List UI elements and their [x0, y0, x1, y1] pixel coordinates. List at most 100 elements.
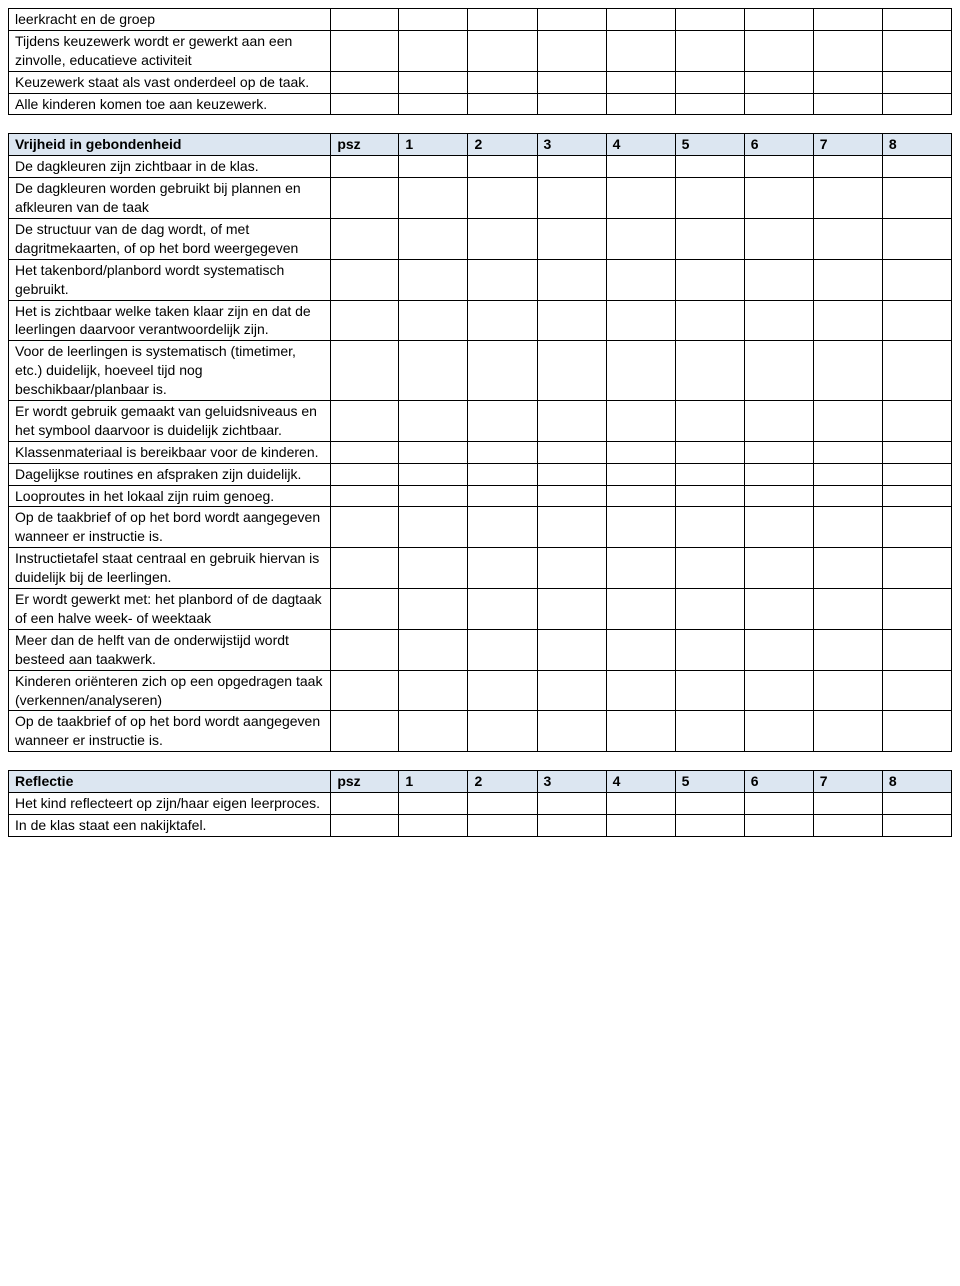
cell[interactable]: [675, 9, 744, 31]
cell[interactable]: [675, 93, 744, 115]
cell[interactable]: [813, 300, 882, 341]
cell[interactable]: [606, 711, 675, 752]
cell[interactable]: [744, 401, 813, 442]
cell[interactable]: [537, 93, 606, 115]
cell[interactable]: [537, 507, 606, 548]
cell[interactable]: [468, 463, 537, 485]
cell[interactable]: [331, 156, 399, 178]
cell[interactable]: [675, 259, 744, 300]
cell[interactable]: [537, 670, 606, 711]
cell[interactable]: [606, 463, 675, 485]
cell[interactable]: [468, 589, 537, 630]
cell[interactable]: [399, 629, 468, 670]
cell[interactable]: [882, 219, 951, 260]
cell[interactable]: [882, 670, 951, 711]
cell[interactable]: [813, 9, 882, 31]
cell[interactable]: [813, 441, 882, 463]
cell[interactable]: [813, 401, 882, 442]
cell[interactable]: [537, 463, 606, 485]
cell[interactable]: [399, 670, 468, 711]
cell[interactable]: [399, 219, 468, 260]
cell[interactable]: [537, 441, 606, 463]
cell[interactable]: [399, 93, 468, 115]
cell[interactable]: [468, 629, 537, 670]
cell[interactable]: [882, 629, 951, 670]
cell[interactable]: [813, 793, 882, 815]
cell[interactable]: [399, 259, 468, 300]
cell[interactable]: [813, 156, 882, 178]
cell[interactable]: [813, 548, 882, 589]
cell[interactable]: [744, 71, 813, 93]
cell[interactable]: [675, 156, 744, 178]
cell[interactable]: [882, 30, 951, 71]
cell[interactable]: [537, 300, 606, 341]
cell[interactable]: [675, 178, 744, 219]
cell[interactable]: [606, 793, 675, 815]
cell[interactable]: [606, 548, 675, 589]
cell[interactable]: [468, 71, 537, 93]
cell[interactable]: [331, 629, 399, 670]
cell[interactable]: [882, 178, 951, 219]
cell[interactable]: [882, 401, 951, 442]
cell[interactable]: [882, 548, 951, 589]
cell[interactable]: [675, 219, 744, 260]
cell[interactable]: [606, 93, 675, 115]
cell[interactable]: [399, 300, 468, 341]
cell[interactable]: [468, 441, 537, 463]
cell[interactable]: [331, 589, 399, 630]
cell[interactable]: [537, 629, 606, 670]
cell[interactable]: [882, 341, 951, 401]
cell[interactable]: [606, 507, 675, 548]
cell[interactable]: [537, 30, 606, 71]
cell[interactable]: [744, 507, 813, 548]
cell[interactable]: [537, 71, 606, 93]
cell[interactable]: [331, 30, 399, 71]
cell[interactable]: [675, 711, 744, 752]
cell[interactable]: [468, 507, 537, 548]
cell[interactable]: [882, 485, 951, 507]
cell[interactable]: [399, 441, 468, 463]
cell[interactable]: [744, 711, 813, 752]
cell[interactable]: [399, 814, 468, 836]
cell[interactable]: [331, 259, 399, 300]
cell[interactable]: [468, 93, 537, 115]
cell[interactable]: [331, 71, 399, 93]
cell[interactable]: [675, 814, 744, 836]
cell[interactable]: [606, 441, 675, 463]
cell[interactable]: [813, 463, 882, 485]
cell[interactable]: [813, 629, 882, 670]
cell[interactable]: [537, 156, 606, 178]
cell[interactable]: [468, 30, 537, 71]
cell[interactable]: [537, 711, 606, 752]
cell[interactable]: [813, 71, 882, 93]
cell[interactable]: [744, 629, 813, 670]
cell[interactable]: [399, 341, 468, 401]
cell[interactable]: [882, 507, 951, 548]
cell[interactable]: [744, 156, 813, 178]
cell[interactable]: [606, 9, 675, 31]
cell[interactable]: [331, 548, 399, 589]
cell[interactable]: [813, 814, 882, 836]
cell[interactable]: [882, 93, 951, 115]
cell[interactable]: [399, 589, 468, 630]
cell[interactable]: [744, 814, 813, 836]
cell[interactable]: [675, 670, 744, 711]
cell[interactable]: [468, 548, 537, 589]
cell[interactable]: [813, 507, 882, 548]
cell[interactable]: [744, 589, 813, 630]
cell[interactable]: [399, 401, 468, 442]
cell[interactable]: [399, 485, 468, 507]
cell[interactable]: [468, 814, 537, 836]
cell[interactable]: [606, 30, 675, 71]
cell[interactable]: [675, 441, 744, 463]
cell[interactable]: [675, 401, 744, 442]
cell[interactable]: [468, 670, 537, 711]
cell[interactable]: [882, 793, 951, 815]
cell[interactable]: [882, 259, 951, 300]
cell[interactable]: [606, 589, 675, 630]
cell[interactable]: [331, 9, 399, 31]
cell[interactable]: [399, 30, 468, 71]
cell[interactable]: [675, 341, 744, 401]
cell[interactable]: [606, 178, 675, 219]
cell[interactable]: [675, 507, 744, 548]
